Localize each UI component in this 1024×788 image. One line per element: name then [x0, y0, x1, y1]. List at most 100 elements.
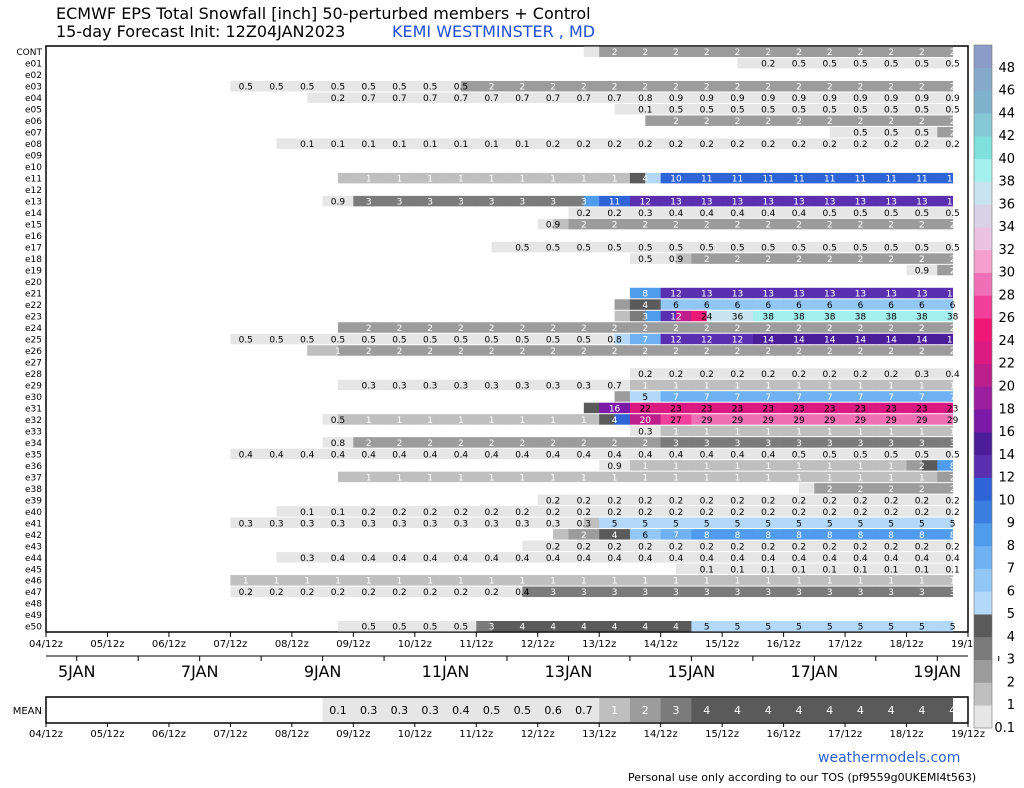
cell-value-label: 0.1 [515, 140, 529, 150]
heatmap-cell [798, 506, 815, 517]
heatmap-cell [614, 586, 631, 598]
heatmap-cell [614, 391, 631, 402]
heatmap-cell [798, 46, 815, 57]
cell-value-label: 1 [858, 381, 864, 391]
heatmap-cell [676, 46, 692, 57]
cell-value-label: 0.2 [700, 370, 714, 380]
heatmap-cell [614, 138, 631, 149]
cell-value-label: 5 [612, 519, 618, 529]
heatmap-cell [921, 195, 938, 207]
heatmap-cell [537, 506, 554, 517]
member-label: e40 [25, 508, 42, 518]
cell-value-label: 0.3 [484, 519, 498, 529]
heatmap-cell [814, 92, 831, 103]
heatmap-cell [691, 299, 708, 310]
heatmap-cell [921, 586, 938, 598]
heatmap-cell [537, 172, 554, 184]
cell-value-label: 7 [642, 335, 648, 345]
cell-value-label: 0.4 [945, 370, 960, 380]
member-label: e04 [25, 94, 42, 104]
heatmap-cell [860, 391, 877, 402]
cell-value-label: 2 [858, 324, 864, 334]
cell-value-label: 3 [489, 198, 495, 208]
heatmap-cell [583, 207, 600, 218]
heatmap-cell [875, 138, 892, 149]
cell-value-label: 1 [458, 577, 464, 587]
cell-value-label: 1 [458, 473, 464, 483]
cell-value-label: 0.3 [423, 381, 437, 391]
heatmap-cell [322, 586, 339, 598]
member-label: e09 [25, 152, 42, 162]
heatmap-cell [875, 460, 892, 471]
heatmap-cell [814, 253, 831, 264]
heatmap-cell [414, 448, 431, 460]
heatmap-cell [353, 621, 370, 632]
heatmap-cell [906, 529, 923, 540]
heatmap-cell [875, 92, 892, 103]
x-tick-label: 10/12z [398, 639, 432, 650]
heatmap-cell [507, 471, 523, 483]
cell-value-label: 0.2 [700, 508, 714, 518]
heatmap-cell [706, 115, 723, 126]
heatmap-cell [921, 241, 938, 253]
heatmap-cell [783, 379, 800, 391]
cell-value-label: 0.5 [546, 335, 560, 345]
cell-value-label: 29 [916, 416, 928, 426]
colorbar-label: 2 [1007, 675, 1015, 690]
cell-value-label: 0.1 [853, 565, 867, 575]
heatmap-cell [798, 218, 815, 230]
colorbar-label: 42 [998, 129, 1015, 144]
heatmap-cell [752, 379, 769, 391]
heatmap-cell [768, 552, 784, 563]
cell-value-label: 0.5 [423, 83, 437, 93]
heatmap-cell [553, 540, 569, 552]
member-label: e50 [25, 623, 42, 633]
mean-x-tick-label: 19/12z [951, 729, 985, 740]
heatmap-cell [568, 448, 585, 460]
heatmap-cell [614, 322, 631, 333]
heatmap-cell [399, 172, 416, 184]
cell-value-label: 0.1 [792, 565, 806, 575]
heatmap-cell [384, 621, 400, 632]
heatmap-cell [629, 333, 646, 345]
heatmap-cell [583, 195, 600, 207]
heatmap-cell [676, 322, 692, 333]
heatmap-cell [522, 138, 539, 149]
heatmap-cell [645, 333, 662, 345]
heatmap-cell [722, 379, 738, 391]
heatmap-cell [737, 586, 754, 598]
heatmap-cell [768, 241, 784, 253]
heatmap-cell [445, 195, 462, 207]
heatmap-cell [845, 322, 861, 333]
heatmap-cell [737, 368, 754, 379]
heatmap-cell [368, 195, 385, 207]
heatmap-cell [783, 529, 800, 540]
heatmap-cell [276, 552, 293, 563]
member-label: e05 [25, 106, 42, 116]
x-tick-label: 05/12z [90, 639, 124, 650]
cell-value-label: 2 [827, 117, 833, 127]
cell-value-label: 11 [947, 175, 958, 185]
brand-label[interactable]: weathermodels.com [818, 750, 961, 766]
heatmap-cell [829, 517, 846, 529]
heatmap-cell [629, 345, 646, 356]
cell-value-label: 5 [888, 623, 894, 633]
heatmap-cell [660, 425, 677, 437]
heatmap-cell [752, 552, 769, 563]
heatmap-cell [368, 437, 385, 448]
heatmap-cell [937, 115, 954, 126]
heatmap-cell [783, 425, 800, 437]
cell-value-label: 0.2 [915, 508, 929, 518]
cell-value-label: 3 [673, 588, 679, 598]
cell-value-label: 2 [827, 48, 833, 58]
member-label: e07 [25, 129, 42, 139]
heatmap-cell [491, 138, 508, 149]
cell-value-label: 0.2 [577, 496, 591, 506]
heatmap-cell [414, 437, 431, 448]
cell-value-label: 0.2 [607, 542, 621, 552]
cell-value-label: 2 [765, 347, 771, 357]
cell-value-label: 8 [642, 289, 648, 299]
heatmap-cell [645, 471, 662, 483]
heatmap-cell [614, 379, 631, 391]
cell-value-label: 2 [704, 83, 710, 93]
